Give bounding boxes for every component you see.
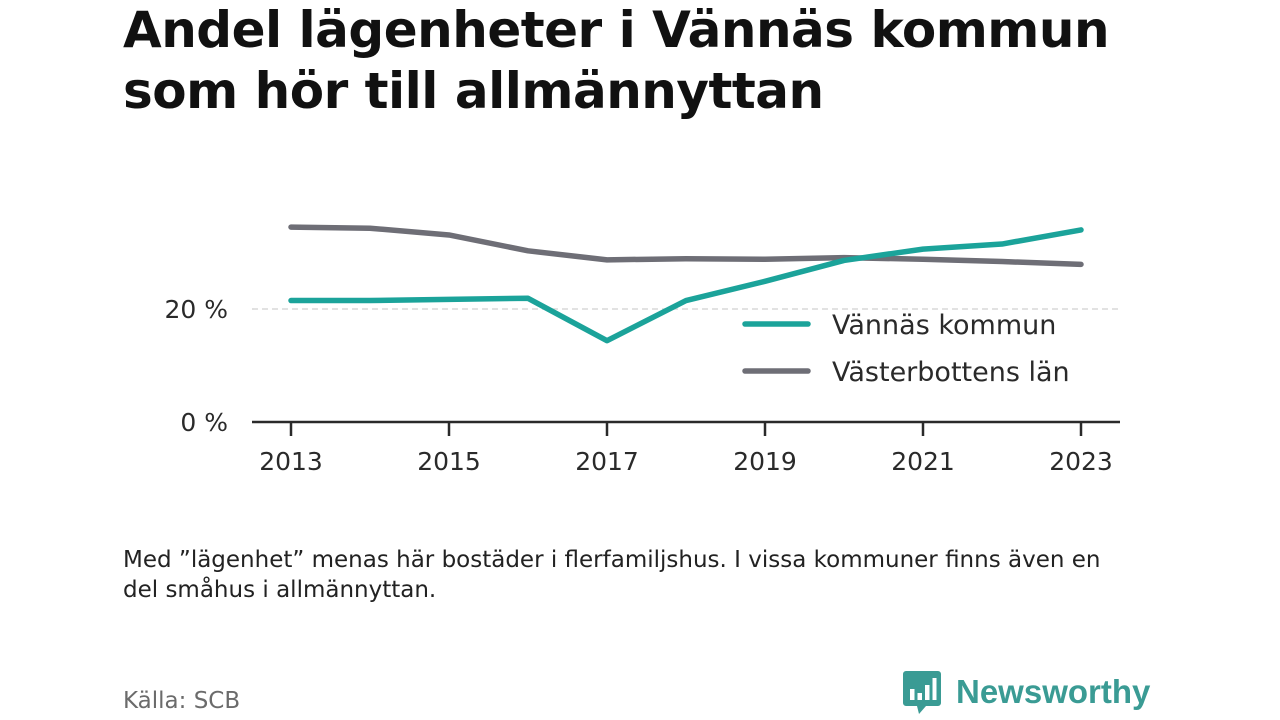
brand-logo: Newsworthy — [902, 670, 1150, 714]
x-tick-label: 2017 — [575, 447, 639, 476]
series-line-2 — [288, 224, 1084, 268]
brand-name: Newsworthy — [956, 673, 1151, 710]
x-tick-label: 2013 — [259, 447, 323, 476]
source-label: Källa: SCB — [123, 688, 241, 714]
chart-note: Med ”lägenhet” menas här bostäder i fler… — [123, 547, 1101, 603]
chart-title: Andel lägenheter i Vännäs kommun som hör… — [123, 1, 1110, 120]
x-tick-label: 2023 — [1049, 447, 1113, 476]
y-tick-label: 20 % — [164, 295, 228, 324]
x-tick-label: 2015 — [417, 447, 481, 476]
x-tick-label: 2019 — [733, 447, 797, 476]
y-tick-label: 0 % — [180, 408, 228, 437]
legend-label-2: Västerbottens län — [832, 357, 1070, 388]
legend-label-1: Vännäs kommun — [832, 310, 1056, 341]
x-tick-label: 2021 — [891, 447, 955, 476]
newsworthy-chat-bars-icon — [903, 671, 941, 714]
series-line-1 — [288, 227, 1084, 344]
